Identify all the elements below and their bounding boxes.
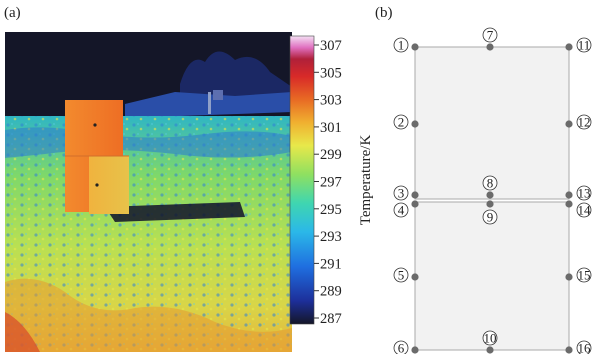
point-number-label: 1 [398, 38, 405, 53]
colorbar-tick-label: 291 [320, 256, 342, 272]
colorbar-gradient [289, 35, 315, 325]
point-number-circle [393, 114, 409, 130]
point-number-circle [393, 340, 409, 354]
point-number-label: 13 [578, 186, 591, 201]
measurement-point-marker [486, 43, 494, 51]
point-number-circle [393, 37, 409, 53]
point-number-circle [576, 185, 592, 201]
point-number-circle [482, 209, 498, 225]
measurement-point-marker [486, 346, 494, 354]
point-number-circle [576, 37, 592, 53]
point-number-label: 15 [578, 268, 591, 283]
point-number-label: 12 [578, 115, 591, 130]
point-number-circle [576, 114, 592, 130]
measurement-point-marker [486, 200, 494, 208]
point-number-label: 3 [398, 186, 405, 201]
point-number-label: 10 [484, 331, 497, 346]
measurement-point-marker [565, 273, 573, 281]
colorbar-tick-label: 305 [320, 65, 342, 81]
colorbar-tick-label: 297 [320, 175, 342, 191]
point-number-circle [393, 185, 409, 201]
colorbar-tick-label: 307 [320, 38, 342, 54]
point-number-label: 14 [578, 203, 592, 218]
thermal-image [5, 32, 292, 352]
measurement-point-marker [411, 191, 419, 199]
point-number-label: 2 [398, 115, 405, 130]
measurement-point-marker [411, 43, 419, 51]
point-number-label: 5 [398, 268, 405, 283]
colorbar-tick-label: 295 [320, 202, 342, 218]
point-number-label: 16 [578, 341, 592, 354]
measurement-point-marker [565, 346, 573, 354]
colorbar-tick-label: 299 [320, 147, 342, 163]
colorbar-tick-label: 287 [320, 311, 342, 327]
point-number-circle [576, 267, 592, 283]
colorbar-tick-label: 289 [320, 284, 342, 300]
measurement-point-marker [565, 43, 573, 51]
panel-b-label: (b) [375, 5, 393, 21]
colorbar-tick-label: 293 [320, 229, 342, 245]
point-number-circle [482, 27, 498, 43]
point-number-circle [576, 340, 592, 354]
measurement-point-marker [565, 200, 573, 208]
point-number-label: 8 [487, 176, 494, 191]
colorbar: 307 305 303 301 299 297 295 293 291 289 287 Temper… [289, 35, 374, 327]
plate-lower [414, 201, 570, 351]
measurement-point-marker [486, 191, 494, 199]
point-number-label: 4 [398, 203, 405, 218]
colorbar-tick-label: 301 [320, 120, 342, 136]
measurement-point-marker [411, 120, 419, 128]
measurement-point-marker [411, 273, 419, 281]
colorbar-title: Temperature/K [358, 135, 374, 226]
point-number-label: 9 [487, 210, 494, 225]
point-number-circle [482, 175, 498, 191]
panel-a-label: (a) [4, 5, 21, 21]
measurement-point-marker [565, 191, 573, 199]
point-number-label: 6 [398, 341, 405, 354]
point-number-circle [482, 330, 498, 346]
point-number-circle [576, 202, 592, 218]
colorbar-ticks: 307 305 303 301 299 297 295 293 291 289 287 [314, 38, 342, 327]
measurement-point-marker [411, 200, 419, 208]
point-number-circle [393, 267, 409, 283]
measurement-point-marker [411, 346, 419, 354]
point-number-circle [393, 202, 409, 218]
measurement-point-marker [565, 120, 573, 128]
point-number-label: 7 [487, 28, 494, 43]
colorbar-tick-label: 303 [320, 93, 342, 109]
point-number-label: 11 [578, 38, 591, 53]
